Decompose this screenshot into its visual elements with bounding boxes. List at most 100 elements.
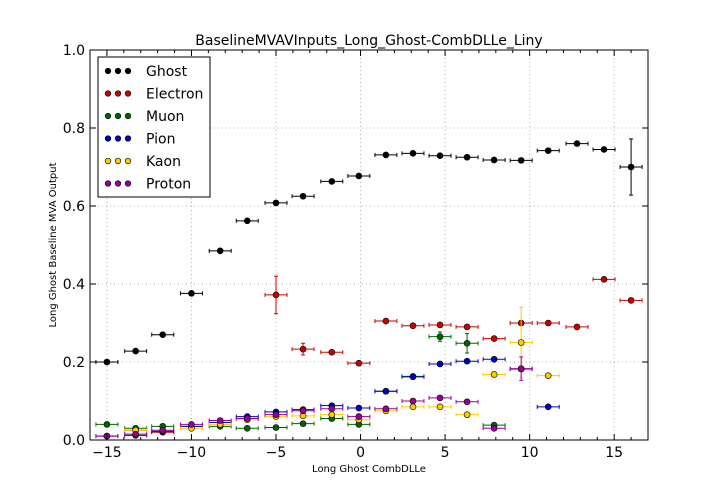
- data-point: [299, 192, 307, 200]
- legend-marker: [114, 157, 122, 165]
- data-point: [328, 411, 336, 418]
- data-point: [243, 415, 251, 422]
- legend-marker: [124, 112, 132, 120]
- legend-entry-proton: Proton: [104, 177, 191, 193]
- y-tick-label: 1.0: [63, 43, 85, 59]
- data-point: [490, 335, 498, 342]
- legend-label: Muon: [146, 109, 184, 125]
- y-tick-label: 0.0: [63, 433, 85, 449]
- y-tick-label: 0.6: [63, 199, 85, 215]
- data-point: [188, 290, 195, 297]
- data-point: [272, 291, 280, 299]
- legend-marker: [124, 67, 132, 75]
- data-point: [436, 152, 444, 159]
- data-point: [627, 163, 635, 171]
- data-point: [299, 420, 307, 427]
- data-point: [463, 153, 471, 161]
- legend-label: Proton: [146, 177, 191, 193]
- legend-label: Kaon: [146, 154, 181, 170]
- data-point: [436, 403, 444, 411]
- x-tick-label: 0: [356, 445, 365, 461]
- data-point: [627, 297, 635, 304]
- data-point: [517, 339, 525, 346]
- data-point: [132, 430, 139, 438]
- data-point: [328, 178, 336, 185]
- data-point: [355, 359, 363, 367]
- legend-marker: [114, 180, 122, 187]
- legend-marker: [104, 180, 112, 187]
- data-point: [544, 372, 552, 379]
- data-point: [600, 146, 608, 153]
- data-point: [159, 331, 167, 339]
- legend-marker: [104, 112, 112, 120]
- data-point: [299, 345, 307, 353]
- y-axis-label: Long Ghost Baseline MVA Output: [48, 162, 59, 327]
- data-point: [409, 403, 417, 411]
- data-point: [517, 157, 525, 164]
- data-point: [299, 407, 307, 415]
- data-point: [463, 339, 471, 347]
- data-point: [517, 365, 525, 372]
- legend-marker: [114, 67, 122, 75]
- data-point: [382, 387, 390, 395]
- legend-entry-ghost: Ghost: [104, 64, 188, 80]
- data-point: [409, 150, 417, 157]
- data-point: [328, 348, 336, 356]
- data-point: [159, 426, 167, 434]
- data-point: [490, 371, 498, 378]
- series-ghost: [95, 138, 643, 366]
- y-tick-label: 0.2: [63, 355, 85, 371]
- legend-marker: [104, 67, 112, 75]
- data-point: [328, 405, 336, 413]
- x-tick-label: −10: [177, 445, 207, 461]
- data-point: [544, 319, 552, 327]
- data-point: [544, 147, 552, 154]
- data-point: [103, 421, 111, 428]
- data-point: [103, 358, 111, 366]
- data-point: [490, 424, 498, 432]
- legend-label: Electron: [146, 87, 203, 103]
- ticks: −15 −10 −5 0 5 10 15 0.0 0.2 0.4 0.6 0.8 1.0: [63, 43, 649, 461]
- data-point: [243, 217, 251, 225]
- legend-marker: [114, 112, 122, 120]
- data-point: [216, 247, 224, 255]
- legend-entry-kaon: Kaon: [104, 154, 181, 170]
- data-point: [490, 355, 498, 363]
- legend-marker: [124, 135, 132, 142]
- data-point: [463, 411, 471, 418]
- x-tick-label: 10: [521, 445, 539, 461]
- data-point: [544, 403, 552, 411]
- data-point: [436, 360, 444, 368]
- data-point: [600, 276, 608, 283]
- x-tick-label: 15: [605, 445, 623, 461]
- y-tick-label: 0.8: [63, 121, 85, 137]
- legend-label: Ghost: [146, 64, 188, 80]
- legend-marker: [124, 90, 132, 97]
- y-tick-label: 0.4: [63, 277, 85, 293]
- x-axis-label: Long Ghost CombDLLe: [312, 464, 426, 475]
- data-point: [272, 424, 280, 431]
- legend-entry-muon: Muon: [104, 109, 184, 125]
- legend-box: [97, 56, 211, 198]
- data-point: [382, 151, 390, 159]
- data-point: [382, 317, 390, 325]
- legend-entry-pion: Pion: [104, 132, 175, 148]
- data-point: [463, 323, 471, 331]
- legend-marker: [124, 180, 132, 187]
- data-point: [436, 394, 444, 402]
- data-point: [573, 140, 581, 147]
- data-point: [382, 405, 390, 413]
- data-point: [355, 404, 363, 412]
- data-point: [436, 321, 444, 329]
- x-tick-label: −15: [92, 445, 122, 461]
- data-point: [243, 424, 251, 432]
- series-layer: [95, 138, 643, 440]
- data-point: [409, 397, 417, 405]
- data-point: [409, 373, 417, 381]
- series-proton: [95, 356, 533, 440]
- legend-label: Pion: [146, 132, 175, 148]
- legend-marker: [114, 90, 122, 97]
- data-point: [272, 411, 280, 418]
- legend-marker: [104, 90, 112, 97]
